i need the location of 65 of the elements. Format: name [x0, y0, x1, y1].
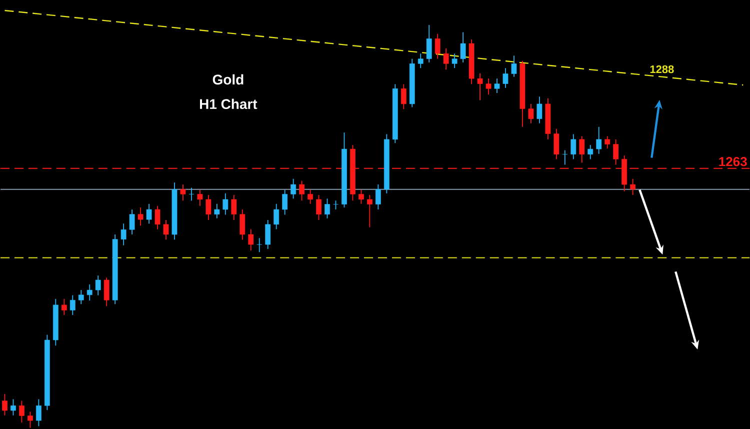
candlestick — [502, 67, 508, 88]
candlestick — [138, 206, 144, 226]
candlestick — [358, 189, 364, 204]
candlestick — [604, 136, 610, 149]
candlestick — [536, 96, 542, 124]
candlestick — [554, 128, 560, 160]
candlestick — [154, 205, 160, 230]
candlestick — [256, 237, 262, 252]
candlestick — [418, 52, 424, 68]
candlestick — [434, 33, 440, 60]
candlestick — [477, 72, 483, 101]
candlestick — [316, 194, 322, 220]
candlestick — [61, 298, 67, 316]
text: H1 Chart — [200, 98, 258, 109]
candlestick — [562, 150, 568, 165]
candlestick — [290, 178, 296, 199]
candlestick — [630, 178, 636, 196]
candlestick — [308, 189, 313, 204]
candlestick — [274, 203, 280, 230]
candlestick — [70, 294, 76, 316]
candlestick — [367, 194, 372, 228]
candlestick — [299, 180, 304, 201]
candlestick — [443, 48, 449, 70]
candlestick — [596, 126, 602, 154]
candlestick — [282, 189, 288, 215]
candlestick — [324, 198, 330, 219]
candlestick — [231, 194, 237, 220]
candlestick — [10, 398, 16, 416]
candlestick — [146, 203, 152, 224]
candlestick — [2, 393, 8, 416]
candlestick — [570, 133, 576, 160]
candlestick — [104, 276, 110, 306]
candlestick — [95, 274, 101, 296]
candlestick — [19, 400, 24, 423]
candlestick — [511, 54, 517, 78]
candlestick — [120, 222, 126, 246]
candlestick — [426, 24, 432, 63]
candlestick — [460, 32, 466, 63]
candlestick — [214, 203, 220, 219]
candlestick — [28, 411, 33, 428]
candlestick — [86, 284, 92, 301]
text: Gold — [212, 74, 244, 84]
candlestick — [222, 192, 228, 215]
candlestick — [265, 219, 271, 250]
candlestick — [400, 84, 406, 110]
candlestick — [180, 184, 186, 201]
candlestick — [588, 144, 594, 160]
annotation: 1263 — [719, 156, 747, 166]
candlestick — [36, 398, 42, 426]
candlestick — [129, 208, 135, 235]
candlestick — [579, 136, 585, 163]
candlestick — [188, 187, 194, 201]
candlestick — [613, 138, 619, 165]
candlestick — [163, 219, 169, 240]
series-label: 1288 — [650, 65, 674, 73]
candlestick — [486, 78, 492, 95]
candlestick — [206, 194, 212, 220]
candlestick — [375, 184, 381, 210]
candlestick — [240, 208, 246, 240]
candlestick — [197, 189, 203, 206]
candlestick — [528, 103, 534, 124]
candlestick — [78, 289, 84, 304]
candlestick — [452, 52, 458, 68]
candlestick — [248, 228, 254, 251]
candlestick — [494, 78, 500, 94]
